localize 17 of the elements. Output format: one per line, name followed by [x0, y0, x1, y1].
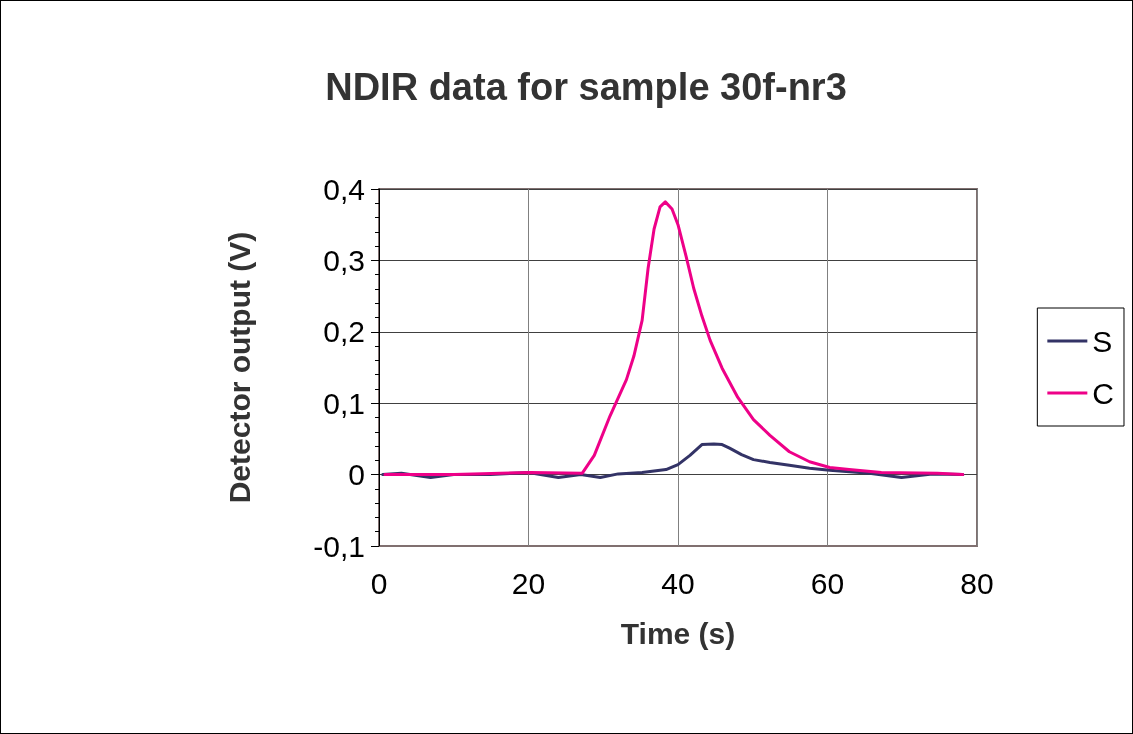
x-tick-label: 0 — [370, 566, 388, 600]
y-tick-label: 0,4 — [323, 172, 365, 206]
line-series — [383, 200, 965, 477]
x-tick-label: 60 — [810, 566, 845, 600]
y-axis-title: Detector output (V) — [222, 231, 256, 504]
y-tick-label: 0,3 — [323, 243, 365, 277]
x-tick-label: 80 — [960, 566, 994, 600]
x-tick-label: 20 — [511, 566, 546, 600]
y-tick-label: 0,2 — [323, 315, 365, 349]
legend-label: C — [1092, 376, 1115, 410]
x-tick-label: 40 — [661, 566, 695, 600]
x-axis-title: Time (s) — [620, 616, 736, 650]
chart-title: NDIR data for sample 30f-nr3 — [325, 66, 847, 108]
y-tick-label: 0 — [348, 458, 365, 492]
legend-label: S — [1092, 324, 1113, 358]
y-tick-label: -0,1 — [313, 529, 365, 563]
y-tick-label: 0,1 — [323, 386, 365, 420]
